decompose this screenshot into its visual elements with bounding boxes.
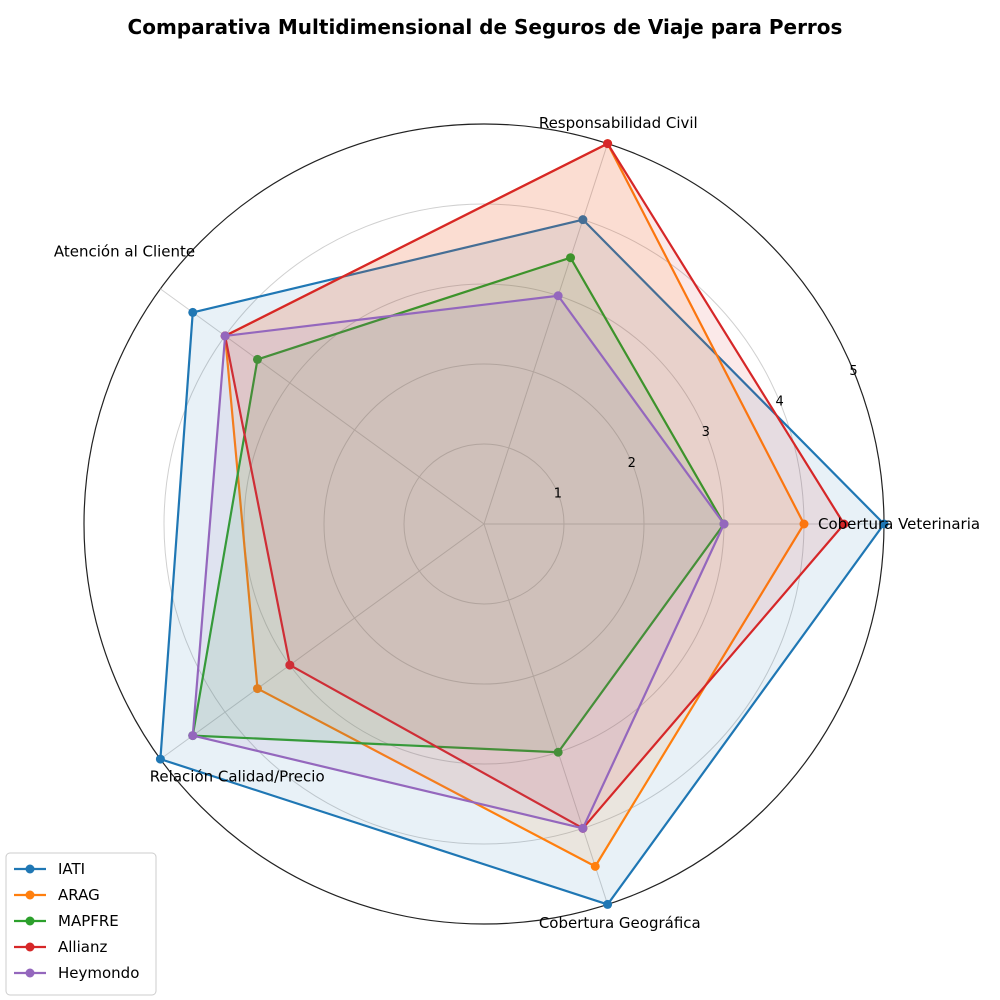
legend-label: Heymondo: [58, 964, 139, 982]
data-point: [220, 331, 230, 341]
data-point: [566, 253, 576, 263]
series-fill: [225, 143, 805, 867]
axis-label: Responsabilidad Civil: [539, 114, 698, 132]
series-line: [191, 294, 726, 830]
data-point: [553, 291, 563, 301]
r-tick-label: 3: [702, 425, 710, 440]
r-tick-label: 1: [554, 486, 562, 501]
legend-swatch-marker: [25, 968, 35, 978]
data-point: [719, 519, 729, 529]
series-line: [224, 142, 846, 830]
series-fill: [192, 257, 724, 753]
axis-label: Relación Calidad/Precio: [150, 767, 325, 785]
series-heymondo: [188, 291, 729, 833]
legend-label: Allianz: [58, 938, 107, 956]
legend-swatch-marker: [25, 942, 35, 952]
data-point: [879, 519, 889, 529]
data-point: [603, 899, 613, 909]
chart-title: Comparativa Multidimensional de Seguros …: [128, 15, 843, 39]
radial-ticks: 1 2 3 4 5: [554, 364, 858, 501]
legend-label: ARAG: [58, 886, 100, 904]
series-fill: [225, 143, 845, 829]
grid-spoke: [483, 523, 609, 905]
axis-labels: Cobertura Veterinaria Responsabilidad Civ…: [54, 114, 980, 932]
legend-swatch-marker: [25, 916, 35, 926]
series-line: [191, 256, 726, 754]
data-point: [252, 684, 262, 694]
data-point: [188, 307, 198, 317]
legend: IATI ARAG MAPFRE Allianz Heymondo: [5, 852, 157, 996]
legend-label: IATI: [58, 860, 85, 878]
series-group: [155, 139, 889, 909]
axis-label: Cobertura Geográfica: [539, 914, 701, 932]
grid-spoke: [160, 288, 485, 525]
series-fill: [192, 295, 724, 829]
legend-label: MAPFRE: [58, 912, 119, 930]
data-point: [590, 861, 600, 871]
grid-spoke: [160, 523, 485, 760]
data-point: [155, 754, 165, 764]
axis-label: Cobertura Veterinaria: [818, 515, 980, 533]
data-point: [553, 747, 563, 757]
r-tick-label: 5: [849, 364, 857, 379]
data-point: [252, 354, 262, 364]
data-point: [799, 519, 809, 529]
series-line: [224, 142, 806, 868]
data-point: [578, 823, 588, 833]
series-line: [159, 218, 886, 906]
legend-box: [5, 852, 157, 996]
data-point: [285, 660, 295, 670]
legend-swatch-marker: [25, 890, 35, 900]
series-allianz: [220, 139, 849, 833]
grid-spoke: [483, 143, 609, 525]
r-tick-label: 4: [776, 395, 784, 410]
r-tick-label: 2: [628, 456, 636, 471]
data-point: [603, 139, 613, 149]
data-point: [578, 215, 588, 225]
data-point: [188, 731, 198, 741]
data-point: [839, 519, 849, 529]
legend-swatch-marker: [25, 864, 35, 874]
axis-label: Atención al Cliente: [54, 243, 195, 261]
